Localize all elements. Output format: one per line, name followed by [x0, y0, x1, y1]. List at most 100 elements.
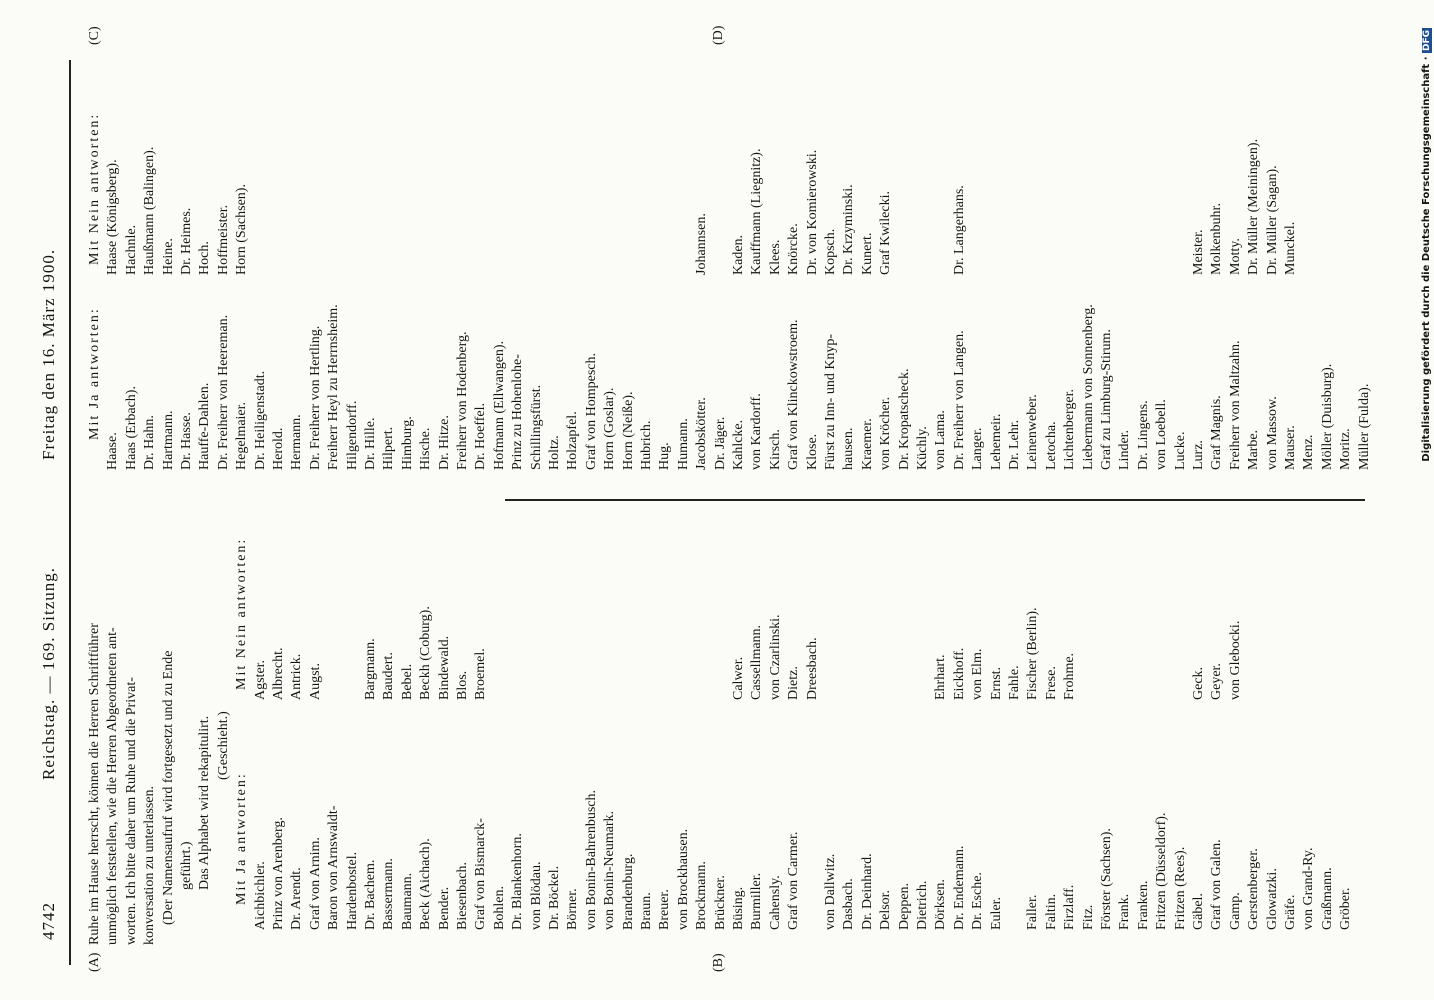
no-name: Frohme.: [1062, 652, 1078, 700]
yes-name: Frank.: [1117, 893, 1133, 930]
yes-name: Dr. Endemann.: [951, 845, 967, 930]
no-name: Blos.: [455, 670, 470, 700]
yes-name: Hardenbostel.: [344, 851, 360, 930]
credit-text: Digitalisierung gefördert durch die Deut…: [1421, 56, 1432, 462]
yes-name: Glowatzki.: [1264, 868, 1280, 930]
yes-name: Dr. Lehr.: [1007, 419, 1022, 470]
yes-name: Menz.: [1301, 434, 1317, 470]
yes-name: Klose.: [804, 433, 820, 470]
yes-name: Hilgendorff.: [344, 400, 360, 470]
yes-name: Freiherr Heyl zu Herrnsheim.: [326, 304, 342, 470]
no-name: Albrecht.: [271, 647, 286, 700]
yes-name: Haase.: [105, 432, 121, 470]
stage-direction: (Der Namensaufruf wird fortgesetzt und z…: [160, 650, 176, 925]
yes-name: Gäbel.: [1191, 893, 1206, 930]
header-rule: [69, 60, 71, 965]
yes-name: Cahensly.: [767, 875, 783, 930]
no-name: Graf Kwilecki.: [878, 191, 894, 275]
yes-name: Franken.: [1135, 880, 1151, 930]
yes-name: von Blödau.: [528, 861, 544, 930]
yes-name: Freiherr von Maltzahn.: [1227, 340, 1243, 470]
yes-name: Faller.: [1025, 894, 1041, 930]
yes-name: Schillingsfürst.: [528, 384, 544, 470]
margin-mark: (B): [711, 953, 726, 972]
no-name: Fahle.: [1007, 665, 1022, 700]
yes-name: Hilpert.: [381, 426, 397, 470]
yes-name: Börner.: [565, 888, 581, 930]
yes-name: von Bonin-Bahrenbusch.: [583, 790, 599, 930]
margin-mark: (A): [87, 952, 102, 972]
yes-name: Moritz.: [1338, 428, 1354, 470]
yes-name: Dr. Jäger.: [712, 416, 728, 470]
no-name: Heine.: [160, 238, 176, 275]
yes-name: Biesenbach.: [455, 861, 470, 930]
yes-name: Baron von Arnswaldt-: [326, 805, 342, 930]
no-name: Antrick.: [289, 653, 305, 700]
yes-name: Freiherr von Hodenberg.: [455, 331, 470, 470]
yes-name: Dr. Freiherr von Heereman.: [215, 314, 231, 470]
no-name: Geyer.: [1209, 663, 1225, 700]
no-name: Broemel.: [473, 648, 489, 700]
yes-name: von Brockhausen.: [675, 828, 691, 930]
yes-name: von Grand-Ry.: [1301, 847, 1317, 930]
yes-name: Dr. Böckel.: [547, 865, 562, 930]
no-name: Kopsch.: [823, 228, 838, 275]
no-name: Cassellmann.: [749, 624, 765, 700]
yes-name: Gräfe.: [1283, 894, 1298, 930]
date: Freitag den 16. März 1900.: [39, 248, 58, 460]
yes-name: Dr. Esche.: [970, 872, 986, 930]
yes-name: Euler.: [988, 896, 1004, 930]
alphabet-note: Das Alphabet wird rekapitulirt.: [197, 715, 213, 890]
paragraph-line: Ruhe im Hause herrscht, können die Herre…: [87, 623, 102, 945]
yes-name: Dietrich.: [915, 880, 930, 930]
yes-name: Möller (Duisburg).: [1319, 363, 1335, 470]
yes-name: Fritzen (Rees).: [1172, 846, 1188, 930]
no-name: Dr. Müller (Sagan).: [1264, 165, 1280, 275]
yes-name: Liebermann von Sonnenberg.: [1080, 304, 1096, 470]
yes-name: Lurz.: [1191, 440, 1206, 470]
yes-name: Hofmann (Ellwangen).: [491, 340, 507, 470]
yes-name: Himburg.: [399, 416, 415, 470]
dfg-logo: DFG: [1422, 28, 1432, 54]
credit: Digitalisierung gefördert durch die Deut…: [1418, 28, 1434, 462]
yes-name: Fritzen (Düsseldorf).: [1154, 812, 1170, 930]
yes-name: Firzlaff.: [1062, 884, 1078, 930]
yes-name: Leinenweber.: [1025, 394, 1041, 470]
yes-name: Bohlen.: [491, 886, 507, 930]
yes-name: Brandenburg.: [620, 853, 636, 930]
no-name: Horn (Sachsen).: [234, 184, 250, 275]
yes-name: von Loebell.: [1154, 399, 1170, 470]
yes-name: Braun.: [639, 892, 654, 930]
no-name: Eickhoff.: [951, 647, 967, 700]
no-name: Ernst.: [988, 666, 1004, 700]
yes-name: Graf von Bismarck-: [473, 818, 489, 930]
yes-name: Graf Magnis.: [1209, 395, 1225, 470]
paragraph-line: worten. Ich bitte daher um Ruhe und die …: [123, 677, 139, 945]
no-name: Kaden.: [731, 234, 746, 275]
yes-name: Brockmann.: [694, 861, 710, 930]
no-name: Klees.: [767, 239, 783, 275]
yes-name: Lichtenberger.: [1062, 389, 1078, 470]
margin-mark: (D): [711, 25, 726, 45]
yes-name: Hische.: [418, 427, 434, 470]
yes-name: Fitz.: [1080, 904, 1096, 930]
yes-name: Hug.: [657, 442, 673, 470]
no-name: Kunert.: [859, 232, 875, 275]
no-name: Dr. Heimes.: [179, 207, 194, 275]
yes-name: Prinz zu Hohenlohe-: [510, 354, 526, 470]
yes-name: von Massow.: [1264, 396, 1280, 470]
yes-name: Küchly.: [915, 426, 930, 470]
yes-name: Dr. Lingens.: [1135, 400, 1151, 470]
no-name: Fischer (Berlin).: [1025, 607, 1041, 700]
yes-name: Letocha.: [1043, 421, 1059, 470]
yes-name: Holtz.: [547, 435, 562, 470]
no-name: Dreesbach.: [804, 637, 820, 700]
yes-name: Graf von Hompesch.: [583, 352, 599, 470]
no-name: Haase (Königsberg).: [105, 159, 121, 275]
yes-name: Graßmann.: [1319, 867, 1335, 930]
yes-name: Langer.: [970, 427, 986, 470]
no-name: Johannsen.: [694, 213, 710, 275]
yes-name: Müller (Fulda).: [1356, 383, 1372, 470]
yes-name: Delsor.: [878, 889, 894, 930]
